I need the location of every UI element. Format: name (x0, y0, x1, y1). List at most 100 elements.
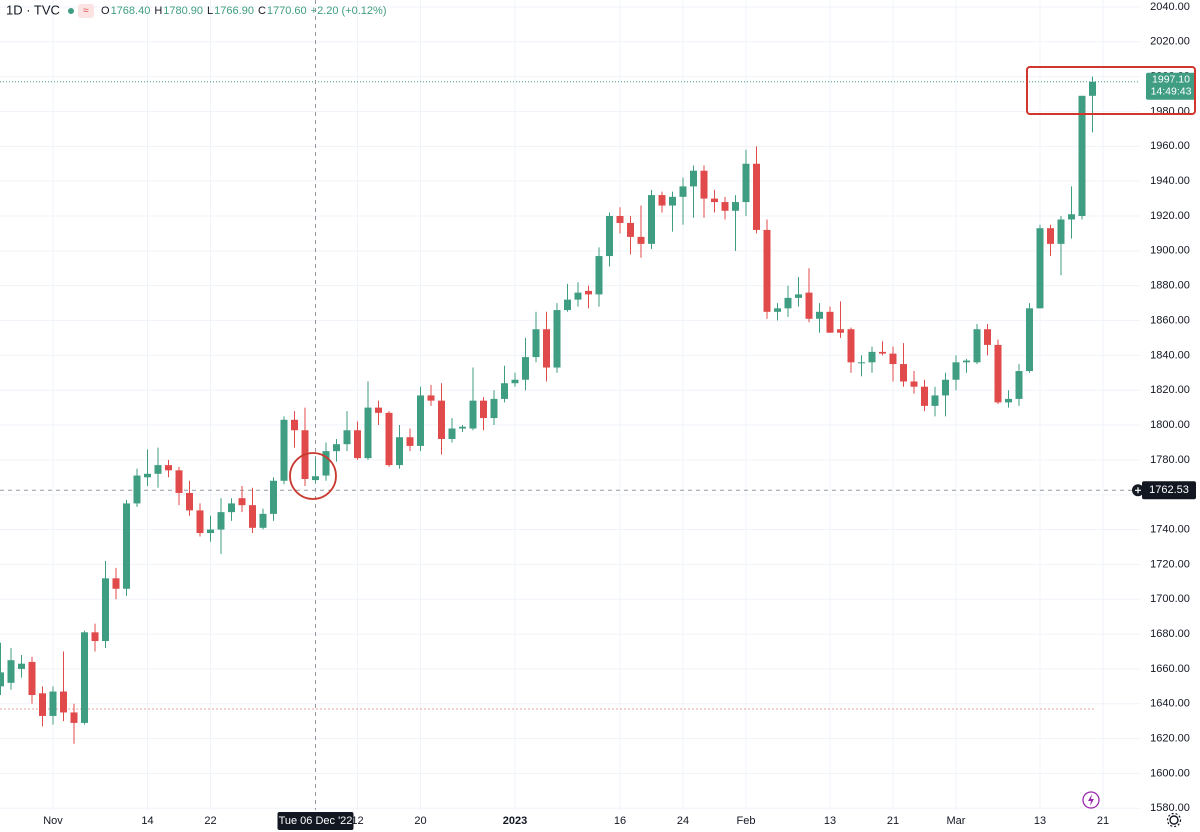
candle-body (406, 437, 414, 446)
candle-body (921, 386, 928, 406)
candle-body (679, 186, 687, 197)
x-tick-label: 24 (677, 815, 689, 827)
y-tick-label: 1680.00 (1150, 628, 1190, 640)
candle-body (1068, 214, 1075, 220)
candle-body (522, 357, 529, 380)
countdown-label: 14:49:43 (1151, 85, 1192, 97)
status-badge (78, 4, 94, 18)
candle-body (259, 513, 267, 528)
x-tick-label: 20 (414, 815, 426, 827)
candle-body (280, 419, 288, 481)
candle-body (1047, 228, 1054, 244)
candle-body (28, 661, 36, 696)
candle-body (858, 362, 865, 364)
ohlc-key: O (101, 5, 110, 17)
ohlc-value: 1766.90 (214, 5, 254, 17)
candle-body (774, 308, 781, 312)
candle-body (837, 329, 844, 333)
status-badge-icon: ≈ (83, 6, 89, 17)
y-tick-label: 1640.00 (1150, 698, 1190, 710)
y-tick-label: 1880.00 (1150, 280, 1190, 292)
status-dot (68, 8, 74, 14)
y-tick-label: 2020.00 (1150, 36, 1190, 48)
last-price-label: 1997.10 (1152, 73, 1190, 85)
highlight-box (1026, 66, 1196, 115)
candle-body (175, 470, 183, 493)
y-tick-label: 1820.00 (1150, 384, 1190, 396)
x-tick-label: 14 (141, 815, 153, 827)
candle-body (1089, 81, 1096, 96)
candle-body (1026, 308, 1033, 372)
candle-body (228, 503, 235, 513)
candle-body (1005, 398, 1012, 403)
y-tick-label: 1720.00 (1150, 558, 1190, 570)
y-tick-label: 1780.00 (1150, 454, 1190, 466)
x-tick-label: 21 (1097, 815, 1109, 827)
candle-body (154, 465, 162, 474)
x-tick-label: 22 (204, 815, 216, 827)
candle-body (112, 578, 120, 589)
candle-body (669, 196, 676, 206)
ohlc-value: 1780.90 (163, 5, 203, 17)
candle-body (753, 163, 760, 230)
candle-body (721, 202, 729, 211)
candle-body (7, 660, 15, 683)
y-tick-label: 1960.00 (1150, 140, 1190, 152)
candle-body (364, 407, 372, 459)
candle-body (343, 430, 351, 445)
candle-body (49, 691, 57, 716)
y-tick-label: 1800.00 (1150, 419, 1190, 431)
candle-body (123, 503, 130, 589)
candle-body (417, 395, 424, 446)
candle-body (469, 400, 477, 429)
crosshair-price-badge (1142, 481, 1196, 500)
x-tick-label: 21 (887, 815, 899, 827)
y-tick-label: 1580.00 (1150, 802, 1190, 814)
candle-body (133, 475, 141, 504)
candle-body (711, 198, 718, 203)
x-tick-label: 2023 (503, 815, 527, 827)
alert-bolt (1088, 794, 1094, 806)
candle-body (648, 195, 655, 244)
x-tick-label: 16 (614, 815, 626, 827)
x-tick-label: Mar (947, 815, 966, 827)
y-tick-label: 1600.00 (1150, 767, 1190, 779)
candle-body (585, 290, 592, 295)
candle-body (900, 364, 907, 382)
candle-body (732, 202, 739, 211)
candle-body (868, 351, 876, 363)
candle-body (0, 672, 4, 687)
last-price-badge (1146, 72, 1196, 100)
symbol-label: 1D · TVC (6, 2, 60, 17)
candle-body (532, 329, 540, 358)
candle-body (18, 663, 25, 669)
candle-body (480, 400, 487, 419)
candle-body (763, 229, 771, 312)
candle-body (627, 222, 634, 237)
candle-body (322, 451, 330, 476)
candle-body (952, 362, 960, 380)
candle-body (312, 476, 319, 481)
candle-body (459, 426, 466, 429)
x-tick-label: Nov (43, 815, 63, 827)
candle-body (1036, 228, 1044, 309)
candle-body (889, 353, 897, 365)
crosshair-add-plus (1135, 487, 1141, 494)
candle-body (553, 310, 561, 368)
y-tick-label: 1980.00 (1150, 105, 1190, 117)
candle-body (207, 529, 214, 534)
candle-body (385, 412, 393, 466)
candle-body (795, 294, 802, 298)
ohlc-key: L (207, 5, 213, 17)
y-tick-label: 1860.00 (1150, 314, 1190, 326)
y-tick-label: 1840.00 (1150, 349, 1190, 361)
candle-body (700, 170, 708, 199)
y-tick-label: 1740.00 (1150, 523, 1190, 535)
candle-body (511, 379, 519, 384)
alert-icon[interactable] (1082, 791, 1100, 809)
candle-body (333, 444, 340, 452)
y-tick-label: 1920.00 (1150, 210, 1190, 222)
settings-icon[interactable] (1169, 815, 1179, 825)
